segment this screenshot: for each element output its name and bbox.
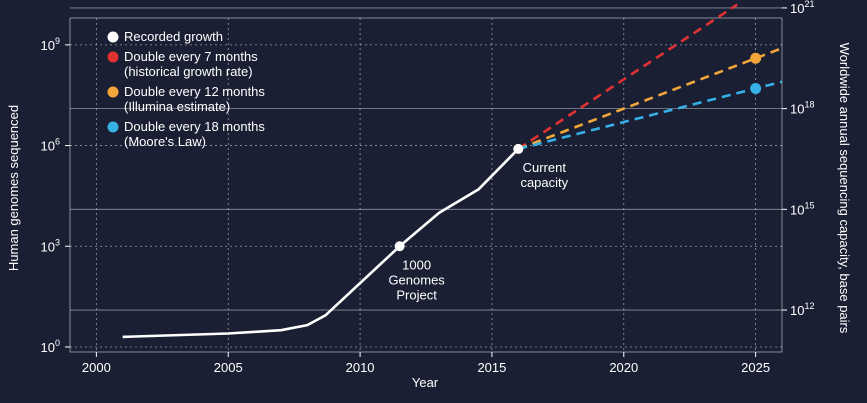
legend-swatch: [107, 86, 119, 98]
y-right-tick-label: 1018: [790, 100, 814, 117]
x-tick-label: 2015: [477, 360, 506, 375]
x-tick-label: 2000: [82, 360, 111, 375]
markers-layer: [394, 52, 762, 252]
legend-label-line2: (Illumina estimate): [124, 99, 230, 114]
x-axis-ticks: 2000 2005 2010 2015 2020 2025: [82, 352, 770, 375]
y-axis-left-title: Human genomes sequenced: [6, 105, 21, 271]
y-right-tick-label: 1015: [790, 200, 814, 217]
x-tick-label: 2005: [214, 360, 243, 375]
x-tick-label: 2010: [346, 360, 375, 375]
y-axis-left-ticks: 100 103 106 109: [41, 36, 70, 355]
legend-swatch: [107, 121, 119, 133]
annotation-label: 1000: [402, 257, 431, 272]
y-right-tick-label: 1012: [790, 301, 814, 318]
legend-label: Double every 12 months: [124, 84, 265, 99]
x-tick-label: 2020: [609, 360, 638, 375]
legend-label-line2: (Moore's Law): [124, 134, 206, 149]
series-line-double-every-12-months: [517, 46, 783, 151]
annotation-marker: [394, 241, 405, 252]
annotation-label: Project: [396, 287, 437, 302]
series-line-recorded-growth: [122, 147, 520, 339]
y-left-tick-label: 100: [41, 338, 60, 355]
grid: [69, 7, 783, 353]
series-line-double-every-18-months: [517, 80, 783, 151]
legend-label-line2: (historical growth rate): [124, 64, 253, 79]
y-right-tick-label: 1021: [790, 0, 814, 16]
y-left-tick-label: 109: [41, 36, 60, 53]
legend-label: Double every 18 months: [124, 119, 265, 134]
x-axis-title: Year: [412, 375, 439, 390]
y-axis-right-ticks: 1012 1015 1018 1021: [782, 0, 814, 318]
y-axis-right-title: Worldwide annual sequencing capacity, ba…: [837, 43, 852, 334]
plot-frame: [69, 17, 783, 353]
legend-swatch: [107, 31, 119, 43]
projection-marker: [750, 52, 762, 64]
annotation-label: capacity: [520, 175, 568, 190]
annotation-marker: [513, 143, 524, 154]
legend-label: Double every 7 months: [124, 49, 258, 64]
y-left-tick-label: 106: [41, 137, 60, 154]
annotation-label: Genomes: [388, 272, 445, 287]
legend-label: Recorded growth: [124, 29, 223, 44]
legend: Recorded growth Double every 7 months(his…: [107, 29, 265, 149]
projection-marker: [750, 82, 762, 94]
y-left-tick-label: 103: [41, 237, 60, 254]
x-tick-label: 2025: [741, 360, 770, 375]
legend-swatch: [107, 51, 119, 63]
series-line-double-every-7-months: [517, 3, 738, 150]
annotation-label: Current: [523, 160, 567, 175]
